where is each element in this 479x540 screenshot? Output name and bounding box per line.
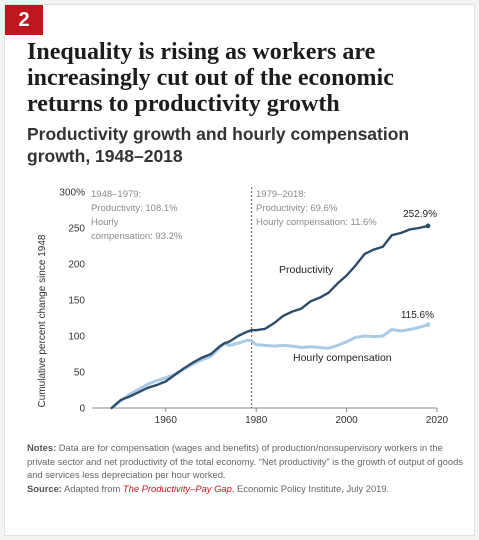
figure-subtitle: Productivity growth and hourly compensat… (27, 124, 410, 166)
source-suffix: , Economic Policy Institute, July 2019. (231, 483, 390, 494)
x-tick-label: 1960 (155, 415, 178, 426)
series-line-productivity (110, 224, 430, 410)
series-line-hourly-compensation (110, 323, 430, 410)
figure-source: Source: Adapted from The Productivity–Pa… (27, 482, 467, 496)
series-end-marker-productivity (425, 223, 431, 229)
end-value-label-hourly-compensation: 115.6% (401, 310, 434, 321)
annotation-line: Hourly (91, 217, 119, 228)
y-axis-ticks: 0 50 100 150 200 250 300% (59, 188, 85, 415)
annotation-period: 1948–1979: (91, 189, 141, 200)
end-value-label-productivity: 252.9% (403, 209, 437, 220)
y-tick-label: 100 (68, 332, 85, 343)
source-link[interactable]: The Productivity–Pay Gap (122, 483, 232, 494)
x-tick-label: 1980 (245, 415, 268, 426)
notes-label: Notes: (27, 442, 57, 453)
y-tick-label: 50 (74, 368, 86, 379)
x-axis-ticks: 1960 1980 2000 2020 (155, 408, 449, 426)
source-label: Source: (27, 483, 62, 494)
annotation-1948-1979: 1948–1979: Productivity: 108.1% Hourly c… (91, 189, 183, 242)
y-tick-label: 150 (68, 296, 85, 307)
y-axis-title: Cumulative percent change since 1948 (37, 234, 48, 407)
x-tick-label: 2000 (335, 415, 358, 426)
annotation-period: 1979–2018: (256, 189, 306, 200)
y-tick-label: 300% (59, 188, 85, 199)
figure-card: 2 Inequality is rising as workers are in… (4, 4, 475, 536)
y-axis-label: Cumulative percent change since 1948 (37, 234, 48, 407)
series-end-marker-hourly-compensation (425, 322, 431, 328)
annotation-line: Productivity: 69.6% (256, 203, 338, 214)
annotation-1979-2018: 1979–2018: Productivity: 69.6% Hourly co… (256, 189, 377, 228)
y-tick-label: 0 (79, 404, 85, 415)
notes-text: Data are for compensation (wages and ben… (27, 442, 463, 480)
x-tick-label: 2020 (426, 415, 449, 426)
y-tick-label: 250 (68, 224, 85, 235)
figure-number-badge: 2 (5, 5, 43, 35)
annotation-line: compensation: 93.2% (91, 231, 183, 242)
figure-notes: Notes: Data are for compensation (wages … (27, 441, 467, 482)
annotation-line: Hourly compensation: 11.6% (256, 217, 377, 228)
figure-title: Inequality is rising as workers are incr… (27, 39, 394, 117)
series-label-productivity: Productivity (279, 264, 334, 276)
line-chart: Cumulative percent change since 1948 0 50… (37, 187, 449, 426)
source-prefix: Adapted from (64, 483, 121, 494)
series-label-hourly-compensation: Hourly compensation (293, 352, 392, 364)
y-tick-label: 200 (68, 260, 85, 271)
annotation-line: Productivity: 108.1% (91, 203, 178, 214)
